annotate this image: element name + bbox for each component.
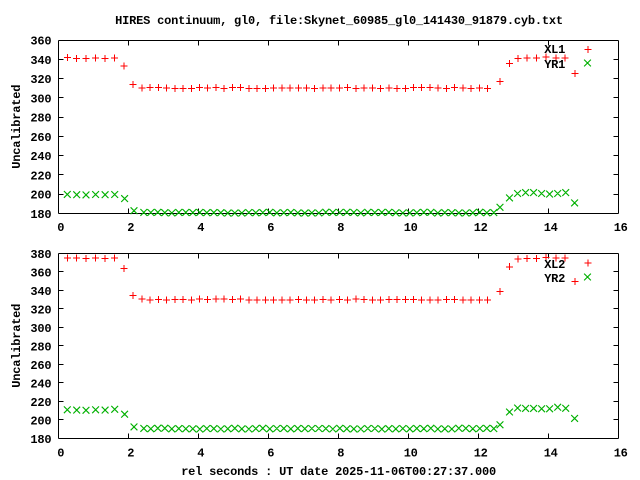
svg-text:8: 8 <box>337 221 344 235</box>
svg-text:XL1: XL1 <box>544 43 565 57</box>
svg-text:200: 200 <box>30 189 51 203</box>
svg-text:380: 380 <box>30 248 51 262</box>
svg-text:220: 220 <box>30 396 51 410</box>
svg-text:340: 340 <box>30 285 51 299</box>
svg-text:10: 10 <box>404 221 418 235</box>
svg-text:HIRES continuum, gl0, file:Sky: HIRES continuum, gl0, file:Skynet_60985_… <box>115 14 563 28</box>
svg-text:4: 4 <box>197 447 204 461</box>
svg-text:10: 10 <box>404 447 418 461</box>
svg-text:YR2: YR2 <box>544 272 565 286</box>
svg-text:240: 240 <box>30 377 51 391</box>
svg-text:14: 14 <box>544 447 558 461</box>
svg-text:260: 260 <box>30 359 51 373</box>
svg-text:16: 16 <box>614 221 628 235</box>
svg-text:360: 360 <box>30 35 51 49</box>
svg-text:Uncalibrated: Uncalibrated <box>10 304 24 388</box>
svg-text:Uncalibrated: Uncalibrated <box>10 85 24 169</box>
svg-text:340: 340 <box>30 54 51 68</box>
svg-text:0: 0 <box>57 221 64 235</box>
svg-text:YR1: YR1 <box>544 58 565 72</box>
svg-text:320: 320 <box>30 303 51 317</box>
svg-text:12: 12 <box>474 447 488 461</box>
svg-text:2: 2 <box>127 221 134 235</box>
svg-text:12: 12 <box>474 221 488 235</box>
svg-text:6: 6 <box>267 221 274 235</box>
svg-text:300: 300 <box>30 322 51 336</box>
svg-text:320: 320 <box>30 73 51 87</box>
svg-text:16: 16 <box>614 447 628 461</box>
svg-text:260: 260 <box>30 131 51 145</box>
svg-text:4: 4 <box>197 221 204 235</box>
svg-text:XL2: XL2 <box>544 258 565 272</box>
svg-text:8: 8 <box>337 447 344 461</box>
svg-text:2: 2 <box>127 447 134 461</box>
svg-text:220: 220 <box>30 169 51 183</box>
svg-text:280: 280 <box>30 340 51 354</box>
svg-text:0: 0 <box>57 447 64 461</box>
svg-text:280: 280 <box>30 112 51 126</box>
svg-text:360: 360 <box>30 266 51 280</box>
svg-text:240: 240 <box>30 150 51 164</box>
svg-text:6: 6 <box>267 447 274 461</box>
svg-text:180: 180 <box>30 208 51 222</box>
svg-text:rel seconds : UT date 2025-11-: rel seconds : UT date 2025-11-06T00:27:3… <box>181 465 496 479</box>
svg-text:14: 14 <box>544 221 558 235</box>
svg-text:200: 200 <box>30 414 51 428</box>
svg-text:180: 180 <box>30 433 51 447</box>
svg-text:300: 300 <box>30 92 51 106</box>
